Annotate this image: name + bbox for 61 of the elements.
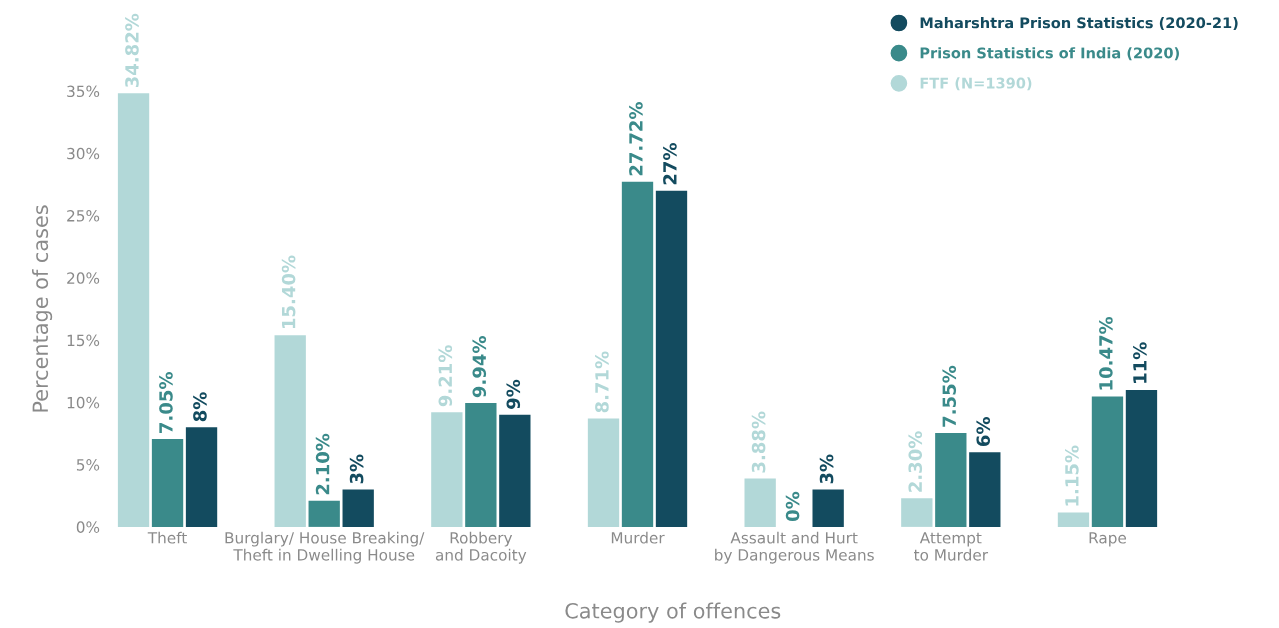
data-label: 3% [819, 454, 834, 484]
bar [499, 414, 531, 527]
bar [308, 500, 340, 527]
legend-label: Maharshtra Prison Statistics (2020-21) [920, 17, 1238, 31]
data-label: 3.88% [751, 411, 766, 473]
data-label: 8.71% [595, 351, 609, 413]
bar [151, 439, 184, 527]
data-label: 9.94% [472, 336, 487, 398]
x-tick-label: Robbery and Dacoity [435, 531, 527, 564]
y-tick-label: 15% [67, 334, 100, 347]
data-label: 0% [785, 491, 800, 522]
bar [587, 418, 620, 527]
x-tick-label: Murder [611, 531, 665, 544]
bar [935, 432, 967, 527]
legend-label: FTF (N=1390) [920, 77, 1032, 91]
data-label: 11% [1133, 342, 1147, 383]
bar [465, 403, 497, 527]
data-label: 34.82% [125, 13, 139, 88]
bar [185, 427, 218, 527]
bar [1091, 396, 1124, 527]
data-label: 9.21% [438, 345, 453, 407]
bar [1125, 389, 1158, 527]
x-tick-label: Attempt to Murder [914, 532, 989, 561]
data-label: 10.47% [1099, 316, 1113, 390]
bar [969, 452, 1001, 527]
bar [744, 478, 776, 527]
data-label: 2.30% [908, 431, 923, 492]
bar [431, 412, 463, 527]
data-label: 6% [976, 417, 991, 447]
legend-label: Prison Statistics of India (2020) [920, 47, 1179, 61]
bar [274, 335, 306, 527]
y-tick-label: 20% [67, 272, 100, 284]
x-tick-label: Rape [1089, 532, 1127, 547]
data-label: 9% [506, 379, 521, 409]
y-axis-title: Percentage of cases [32, 205, 53, 412]
x-axis-title: Category of offences [565, 602, 781, 623]
y-tick-label: 10% [67, 396, 100, 409]
x-tick-label: Theft [147, 531, 187, 544]
bar [342, 489, 374, 527]
data-label: 27% [663, 143, 677, 185]
x-tick-label: Assault and Hurt by Dangerous Means [715, 531, 874, 564]
y-tick-label: 30% [67, 147, 100, 160]
bar [1057, 512, 1090, 527]
data-label: 27.72% [629, 102, 643, 176]
x-tick-label: Burglary/ House Breaking/ Theft in Dwelling House [225, 531, 425, 564]
data-label: 8% [193, 392, 207, 422]
data-label: 7.05% [159, 372, 173, 433]
y-tick-label: 5% [76, 459, 100, 471]
data-label: 2.10% [315, 433, 330, 495]
data-label: 3% [349, 454, 364, 484]
bar [117, 93, 150, 527]
y-tick-label: 35% [67, 85, 100, 98]
y-tick-label: 0% [76, 521, 100, 533]
bar [901, 498, 933, 527]
data-label: 15.40% [281, 255, 296, 329]
data-label: 7.55% [942, 365, 957, 427]
bar [812, 489, 844, 527]
bar [655, 190, 688, 527]
bar [621, 181, 654, 527]
y-tick-label: 25% [67, 210, 100, 222]
data-label: 1.15% [1065, 445, 1079, 506]
